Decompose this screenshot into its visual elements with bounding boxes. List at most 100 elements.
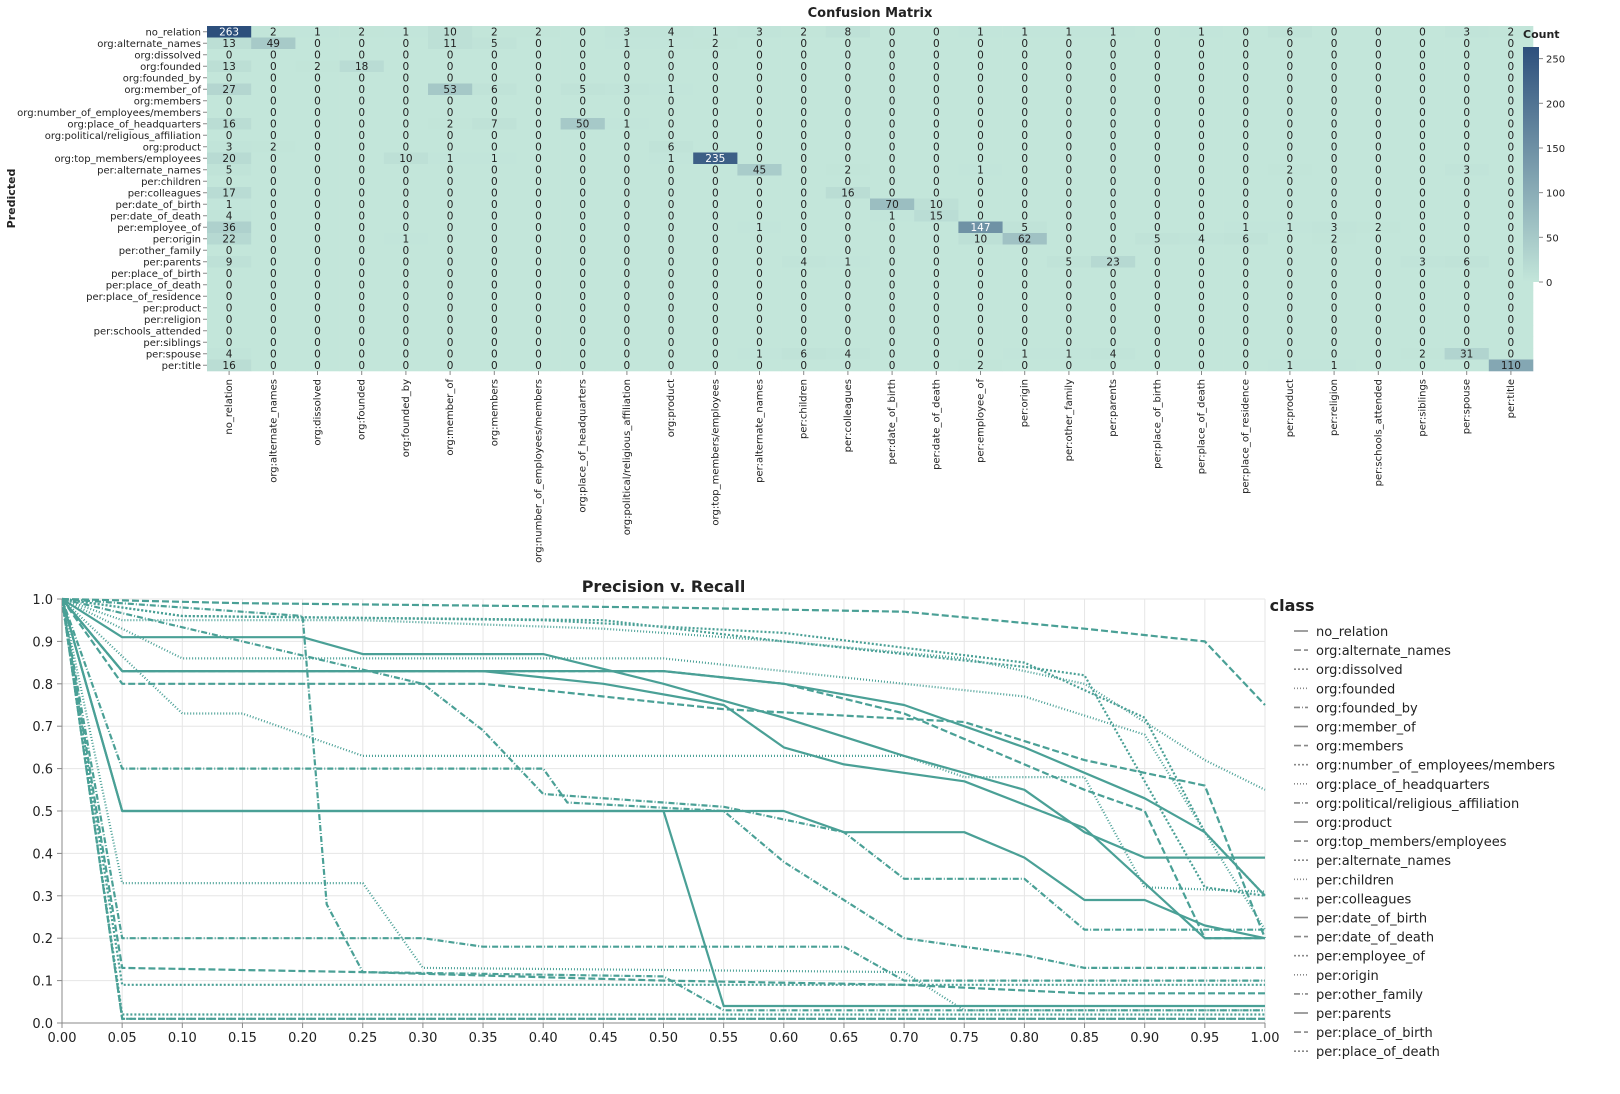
cell-value-label: 0 [535, 107, 542, 119]
heatmap-cell [251, 313, 296, 326]
cell-value-label: 0 [756, 107, 763, 119]
cell-value-label: 0 [1110, 61, 1117, 73]
cell-value-label: 0 [314, 153, 321, 165]
heatmap-cell [1091, 359, 1136, 372]
cell-value-label: 0 [403, 280, 410, 292]
cell-value-label: 0 [712, 291, 719, 303]
heatmap-cell [1002, 118, 1048, 130]
cell-value-label: 0 [668, 360, 675, 372]
cell-value-label: 0 [889, 360, 896, 372]
heatmap-cell [1312, 290, 1357, 303]
heatmap-cell [383, 141, 429, 153]
heatmap-cell [737, 233, 782, 245]
cell-value-label: 0 [1419, 107, 1426, 119]
heatmap-cell [339, 106, 385, 119]
series-line [62, 597, 1266, 897]
row-label: org:alternate_names [97, 39, 201, 50]
series-group [62, 597, 1267, 1020]
heatmap-cell [383, 72, 429, 84]
heatmap-cell [1046, 313, 1092, 326]
cell-value-label: 0 [1110, 119, 1117, 131]
column-label: per:parents [1108, 379, 1119, 437]
cell-value-label: 0 [1021, 337, 1028, 349]
cell-value-label: 0 [447, 245, 454, 257]
heatmap-cell [693, 279, 738, 291]
heatmap-cell [1091, 313, 1136, 326]
cell-value-label: 0 [756, 245, 763, 257]
cell-value-label: 0 [712, 176, 719, 188]
cell-value-label: 13 [222, 38, 235, 50]
heatmap-cell [339, 233, 385, 245]
heatmap-cell [383, 198, 429, 211]
cell-value-label: 2 [712, 38, 719, 50]
heatmap-cell [251, 198, 296, 211]
heatmap-cell [1091, 198, 1136, 211]
cell-value-label: 0 [1508, 73, 1515, 85]
heatmap-cell [1356, 290, 1401, 303]
cell-value-label: 0 [1331, 96, 1338, 108]
cell-value-label: 0 [800, 234, 807, 246]
legend-entry: org:member_of [1316, 721, 1416, 736]
cell-value-label: 0 [800, 291, 807, 303]
cell-value-label: 70 [885, 199, 898, 211]
heatmap-cell [1267, 26, 1313, 38]
cell-value-label: 0 [1463, 268, 1470, 280]
heatmap-cell [1267, 325, 1313, 337]
cell-value-label: 0 [1154, 50, 1161, 62]
heatmap-cell [428, 302, 473, 314]
heatmap-cell [914, 256, 959, 268]
cell-value-label: 0 [889, 326, 896, 338]
cell-value-label: 0 [624, 349, 631, 361]
heatmap-cell [1002, 37, 1048, 50]
cell-value-label: 0 [358, 337, 365, 349]
cell-value-label: 0 [756, 268, 763, 280]
x-tick-label: 0.35 [469, 1031, 498, 1046]
heatmap-cell [472, 233, 517, 245]
cell-value-label: 0 [1331, 326, 1338, 338]
cell-value-label: 0 [1198, 303, 1205, 315]
heatmap-cell [1356, 95, 1401, 107]
cell-value-label: 0 [403, 119, 410, 131]
cell-value-label: 2 [1331, 234, 1338, 246]
heatmap-cell [1400, 26, 1445, 38]
heatmap-cell [1312, 83, 1357, 96]
cell-value-label: 0 [800, 314, 807, 326]
cell-value-label: 0 [491, 73, 498, 85]
heatmap-cell [472, 221, 517, 234]
cell-value-label: 0 [1508, 130, 1515, 142]
cell-value-label: 10 [399, 153, 412, 165]
cell-value-label: 0 [314, 268, 321, 280]
heatmap-cell [1135, 187, 1180, 199]
cell-value-label: 0 [845, 234, 852, 246]
heatmap-cell [825, 118, 871, 130]
legend-entry: org:founded_by [1316, 701, 1418, 716]
cell-value-label: 0 [712, 326, 719, 338]
heatmap-cell [560, 325, 606, 337]
heatmap-cell [781, 313, 827, 326]
cell-value-label: 0 [1331, 245, 1338, 257]
heatmap-cell [1179, 95, 1224, 107]
cell-value-label: 1 [403, 27, 410, 39]
heatmap-cell [649, 313, 694, 326]
cell-value-label: 0 [1021, 176, 1028, 188]
cell-value-label: 0 [845, 199, 852, 211]
heatmap-cell [207, 267, 252, 280]
heatmap-cell [516, 129, 561, 142]
heatmap-cell [870, 256, 915, 268]
cell-value-label: 0 [1508, 96, 1515, 108]
cell-value-label: 0 [535, 153, 542, 165]
cell-value-label: 0 [1110, 268, 1117, 280]
heatmap-cell [914, 49, 959, 61]
cell-value-label: 0 [1021, 153, 1028, 165]
cell-value-label: 0 [1331, 280, 1338, 292]
cell-value-label: 0 [1508, 303, 1515, 315]
heatmap-cell [1267, 210, 1313, 222]
cell-value-label: 0 [535, 130, 542, 142]
heatmap-cell [1091, 210, 1136, 222]
heatmap-cell [693, 129, 738, 142]
heatmap-cell [295, 198, 340, 211]
cell-value-label: 0 [624, 245, 631, 257]
cell-value-label: 22 [222, 234, 235, 246]
cell-value-label: 0 [1508, 50, 1515, 62]
cell-value-label: 0 [358, 360, 365, 372]
